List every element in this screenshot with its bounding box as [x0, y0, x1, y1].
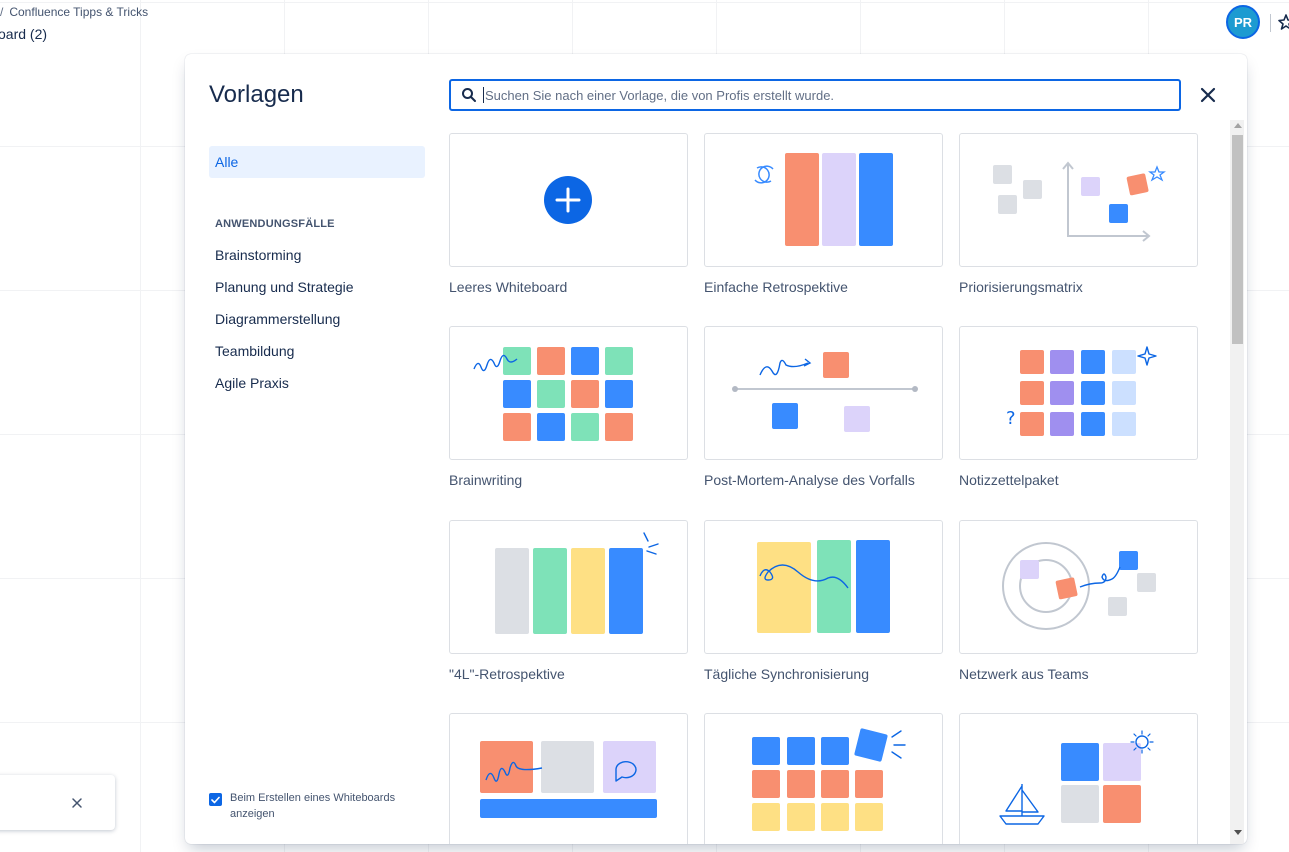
sticky-note-pack-icon: ?	[1006, 346, 1157, 436]
template-label: Brainwriting	[449, 472, 523, 488]
template-search-box[interactable]	[449, 79, 1181, 111]
template-thumbnail[interactable]	[959, 713, 1198, 844]
template-search-input[interactable]	[483, 87, 1179, 103]
sidebar-category-list: Brainstorming Planung und Strategie Diag…	[215, 243, 354, 403]
team-network-icon	[1002, 542, 1156, 630]
svg-text:?: ?	[1006, 408, 1016, 429]
template-label: Priorisierungsmatrix	[959, 279, 1083, 295]
template-thumbnail[interactable]	[704, 520, 943, 654]
template-card[interactable]: ? Notizzettelpaket	[959, 326, 1198, 488]
star-icon[interactable]	[1278, 13, 1289, 31]
show-on-create-checkbox[interactable]	[209, 793, 222, 806]
breadcrumb-separator: /	[0, 5, 4, 19]
template-thumbnail[interactable]	[704, 133, 943, 267]
template-thumbnail[interactable]: ?	[959, 326, 1198, 460]
sticky-grid-icon	[752, 728, 906, 831]
sidebar-item-brainstorming[interactable]: Brainstorming	[215, 247, 302, 263]
template-card[interactable]: Brainwriting	[449, 326, 688, 488]
template-card[interactable]: "4L"-Retrospektive	[449, 520, 688, 682]
search-icon	[462, 88, 476, 102]
template-card[interactable]	[449, 713, 688, 844]
breadcrumb[interactable]: / Confluence Tipps & Tricks	[0, 5, 148, 19]
template-thumbnail[interactable]	[449, 326, 688, 460]
daily-sync-icon	[757, 540, 890, 633]
template-label: Einfache Retrospektive	[704, 279, 848, 295]
template-label: Tägliche Synchronisierung	[704, 666, 869, 682]
4l-retro-icon	[495, 532, 659, 634]
template-label: Notizzettelpaket	[959, 472, 1059, 488]
close-icon[interactable]	[70, 796, 84, 810]
template-thumbnail[interactable]	[959, 133, 1198, 267]
sidebar-item-planning[interactable]: Planung und Strategie	[215, 279, 354, 295]
template-card[interactable]: Post-Mortem-Analyse des Vorfalls	[704, 326, 943, 488]
template-thumbnail[interactable]	[449, 133, 688, 267]
show-on-create-option[interactable]: Beim Erstellen eines Whiteboards anzeige…	[209, 790, 415, 822]
template-thumbnail[interactable]	[959, 520, 1198, 654]
template-thumbnail[interactable]	[449, 520, 688, 654]
breadcrumb-space-link[interactable]: Confluence Tipps & Tricks	[9, 5, 149, 19]
scrollbar-thumb[interactable]	[1232, 135, 1243, 344]
sidebar-item-team-building[interactable]: Teambildung	[215, 343, 295, 359]
template-label: Netzwerk aus Teams	[959, 666, 1089, 682]
show-on-create-label: Beim Erstellen eines Whiteboards anzeige…	[230, 792, 396, 820]
whiteboard-title: oard (2)	[0, 26, 48, 42]
templates-modal: Vorlagen Alle ANWENDUNGSFÄLLE Brainstorm…	[185, 54, 1247, 844]
prioritization-matrix-icon	[993, 161, 1166, 242]
template-card[interactable]: Einfache Retrospektive	[704, 133, 943, 295]
template-card[interactable]: Priorisierungsmatrix	[959, 133, 1198, 295]
scroll-up-arrow-icon[interactable]	[1234, 123, 1242, 128]
brainwriting-icon	[473, 347, 633, 441]
template-thumbnail[interactable]	[449, 713, 688, 844]
template-label: Post-Mortem-Analyse des Vorfalls	[704, 472, 915, 488]
team-building-icon	[999, 730, 1154, 825]
user-avatar[interactable]: PR	[1226, 5, 1260, 39]
template-thumbnail[interactable]	[704, 713, 943, 844]
template-card[interactable]: Netzwerk aus Teams	[959, 520, 1198, 682]
template-label: "4L"-Retrospektive	[449, 666, 565, 682]
template-card[interactable]	[959, 713, 1198, 844]
sidebar-item-all[interactable]: Alle	[209, 146, 425, 178]
incident-postmortem-icon	[732, 352, 918, 432]
template-label: Leeres Whiteboard	[449, 279, 568, 295]
sidebar-item-diagramming[interactable]: Diagrammerstellung	[215, 311, 341, 327]
close-modal-icon[interactable]	[1198, 85, 1218, 105]
notification-toast	[0, 775, 115, 830]
sidebar-item-agile[interactable]: Agile Praxis	[215, 375, 289, 391]
simple-retro-icon	[754, 153, 893, 246]
template-card[interactable]: Leeres Whiteboard	[449, 133, 688, 295]
template-card[interactable]	[704, 713, 943, 844]
scroll-down-arrow-icon[interactable]	[1234, 830, 1242, 835]
modal-title: Vorlagen	[209, 81, 304, 108]
checkmark-icon	[211, 796, 220, 803]
toolbar-divider	[1270, 14, 1271, 32]
kanban-icon	[480, 741, 657, 818]
template-card[interactable]: Tägliche Synchronisierung	[704, 520, 943, 682]
template-thumbnail[interactable]	[704, 326, 943, 460]
sidebar-section-heading: ANWENDUNGSFÄLLE	[215, 218, 335, 230]
blank-whiteboard-icon	[544, 176, 592, 224]
